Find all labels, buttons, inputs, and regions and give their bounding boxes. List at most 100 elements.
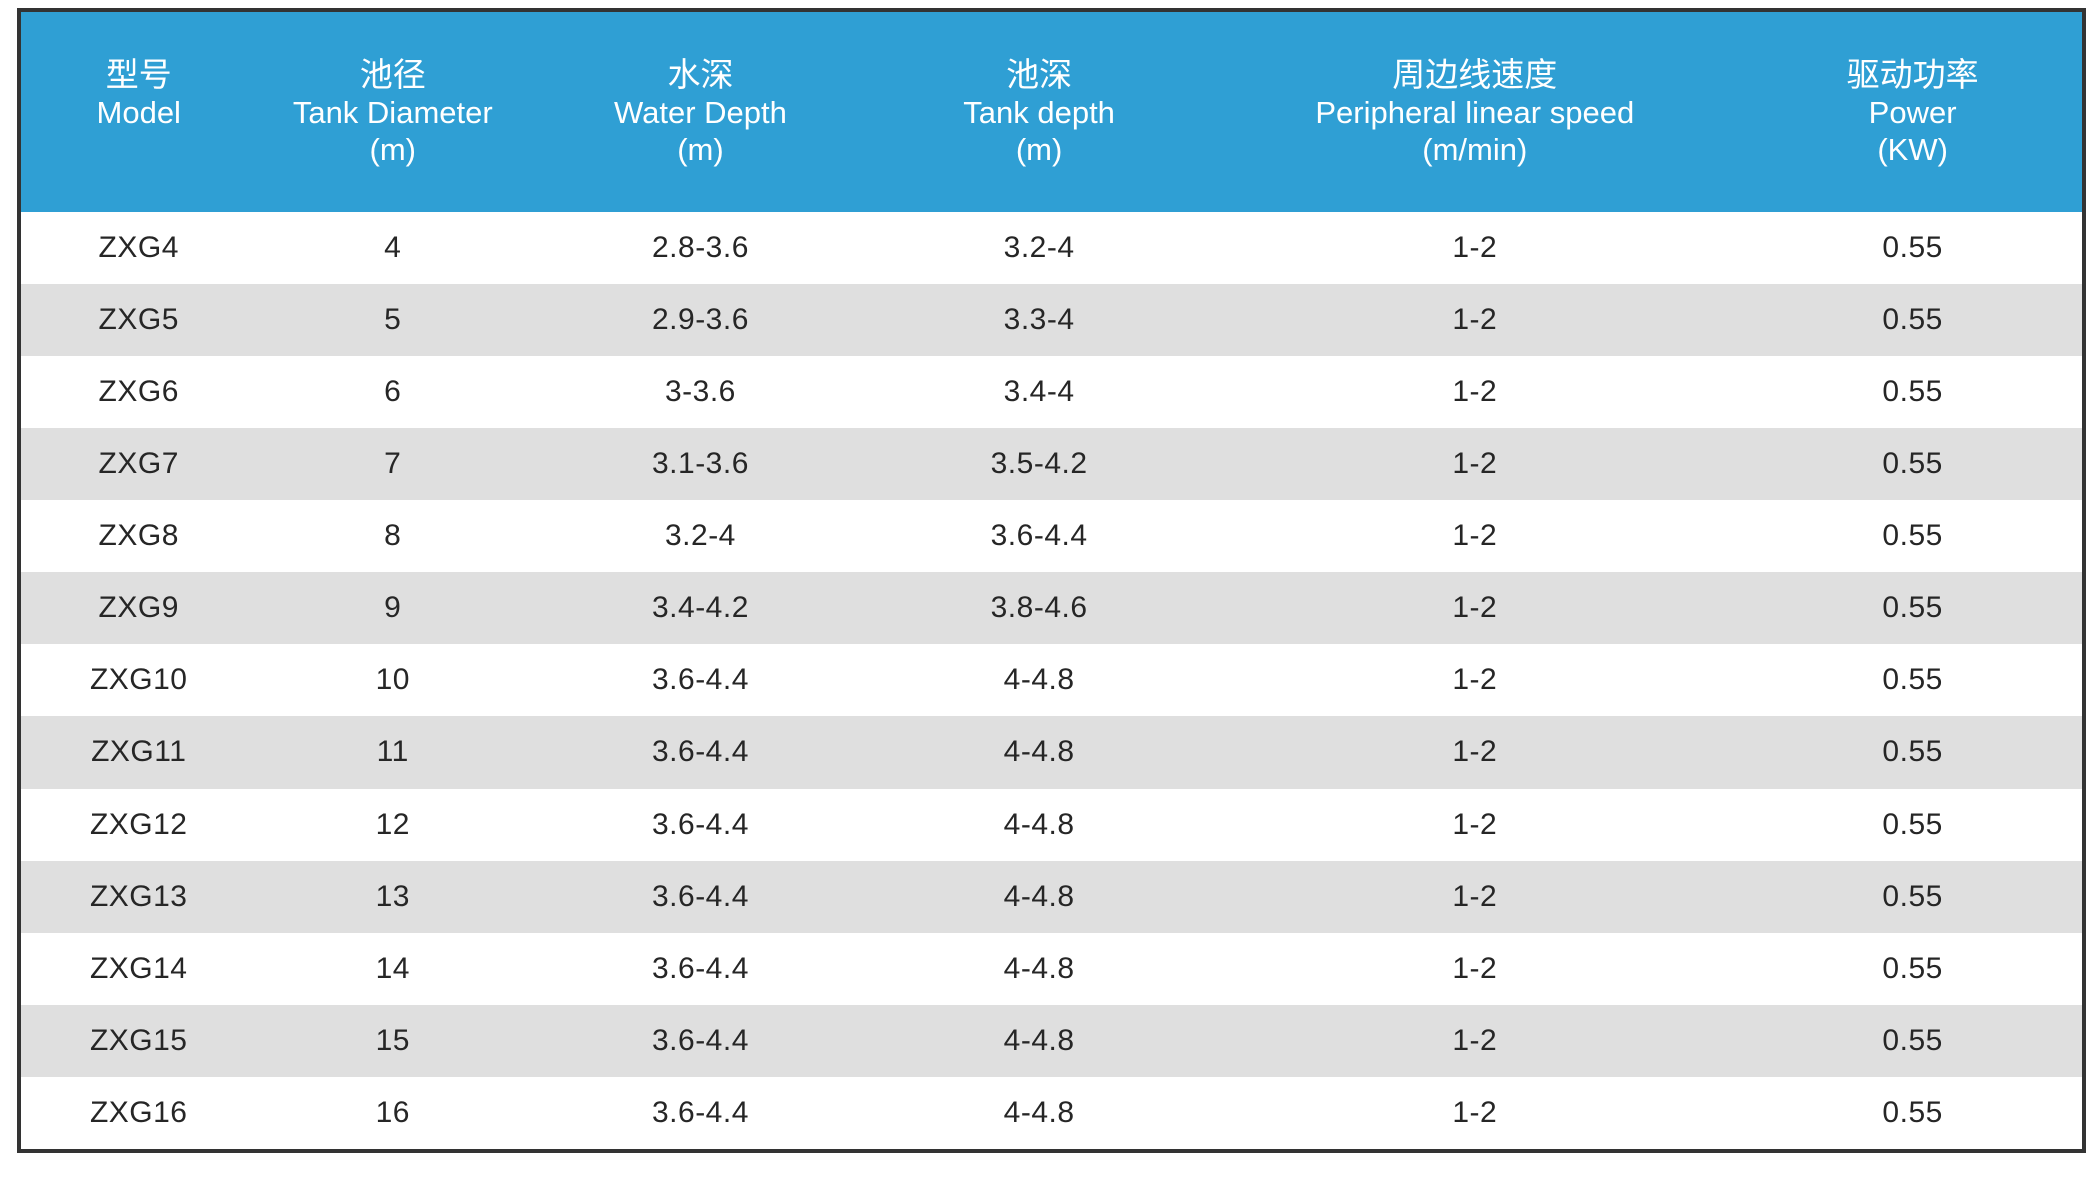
cell-tank-diameter: 11 [376,735,409,769]
header-cn: 周边线速度 [1392,56,1558,93]
header-unit [21,131,256,168]
cell-tank-diameter: 9 [384,591,402,625]
cell-tank-depth: 4-4.8 [1003,735,1075,769]
cell-tank-diameter: 14 [375,951,410,985]
cell-model: ZXG14 [89,951,188,985]
header-en: Power [1868,95,1957,130]
cell-power: 0.55 [1882,1023,1943,1057]
cell-tank-depth: 3.8-4.6 [990,591,1088,625]
cell-peripheral-speed: 1-2 [1452,447,1498,481]
cell-model: ZXG15 [89,1023,188,1057]
header-cn: 水深 [667,56,734,93]
cell-tank-diameter: 12 [375,807,410,841]
cell-water-depth: 3.6-4.4 [651,1023,749,1057]
cell-water-depth: 2.9-3.6 [651,303,749,337]
cell-tank-depth: 3.4-4 [1003,375,1075,409]
cell-water-depth: 3.6-4.4 [651,1095,749,1129]
header-unit: (m/min) [1422,132,1528,167]
cell-power: 0.55 [1882,663,1943,697]
cell-water-depth: 3.6-4.4 [651,879,749,913]
cell-tank-depth: 3.5-4.2 [990,447,1088,481]
cell-water-depth: 3-3.6 [664,375,736,409]
header-unit: (m) [369,132,416,167]
cell-model: ZXG8 [98,519,179,553]
header-cn: 驱动功率 [1846,56,1979,93]
cell-tank-diameter: 15 [375,1023,410,1057]
cell-model: ZXG7 [98,447,179,481]
cell-power: 0.55 [1882,519,1943,553]
cell-tank-depth: 4-4.8 [1003,879,1075,913]
cell-model: ZXG10 [89,663,188,697]
cell-tank-depth: 3.6-4.4 [990,519,1088,553]
col-header-model: 型号 Model [19,10,256,212]
cell-water-depth: 2.8-3.6 [651,231,749,265]
cell-power: 0.55 [1882,807,1943,841]
cell-water-depth: 3.6-4.4 [651,807,749,841]
cell-tank-diameter: 16 [375,1095,410,1129]
cell-peripheral-speed: 1-2 [1452,663,1498,697]
cell-model: ZXG11 [91,735,187,769]
cell-water-depth: 3.1-3.6 [651,447,749,481]
header-en: Tank Diameter [292,95,493,130]
cell-power: 0.55 [1882,303,1943,337]
table-row: ZXG5 5 2.9-3.6 3.3-4 1-2 0.55 [19,284,2084,357]
table-row: ZXG16 16 3.6-4.4 4-4.8 1-2 0.55 [19,1077,2084,1151]
cell-peripheral-speed: 1-2 [1452,1095,1498,1129]
cell-tank-depth: 3.2-4 [1003,231,1075,265]
cell-peripheral-speed: 1-2 [1452,807,1498,841]
cell-peripheral-speed: 1-2 [1452,375,1498,409]
cell-water-depth: 3.4-4.2 [651,591,749,625]
header-row: 型号 Model 池径 Tank Diameter (m) 水深 Water D… [19,10,2084,212]
cell-model: ZXG12 [89,807,188,841]
cell-peripheral-speed: 1-2 [1452,231,1498,265]
cell-power: 0.55 [1882,375,1943,409]
col-header-power: 驱动功率 Power (KW) [1743,10,2084,212]
header-cn: 型号 [105,56,172,93]
cell-tank-diameter: 5 [384,303,402,337]
table-header: 型号 Model 池径 Tank Diameter (m) 水深 Water D… [19,10,2084,212]
header-en: Model [96,95,181,130]
col-header-tank-depth: 池深 Tank depth (m) [872,10,1207,212]
table-row: ZXG8 8 3.2-4 3.6-4.4 1-2 0.55 [19,500,2084,572]
table-row: ZXG9 9 3.4-4.2 3.8-4.6 1-2 0.55 [19,572,2084,645]
cell-power: 0.55 [1882,951,1943,985]
cell-peripheral-speed: 1-2 [1452,591,1498,625]
table-row: ZXG6 6 3-3.6 3.4-4 1-2 0.55 [19,356,2084,428]
table-row: ZXG15 15 3.6-4.4 4-4.8 1-2 0.55 [19,1004,2084,1077]
table-row: ZXG4 4 2.8-3.6 3.2-4 1-2 0.55 [19,212,2084,284]
cell-model: ZXG4 [98,231,179,265]
cell-power: 0.55 [1882,231,1943,265]
cell-tank-depth: 4-4.8 [1003,663,1075,697]
cell-peripheral-speed: 1-2 [1452,951,1498,985]
table-row: ZXG13 13 3.6-4.4 4-4.8 1-2 0.55 [19,860,2084,933]
table-body: ZXG4 4 2.8-3.6 3.2-4 1-2 0.55 ZXG5 5 2.9-3.6 3.3-… [19,212,2084,1151]
cell-tank-diameter: 13 [375,879,410,913]
cell-power: 0.55 [1882,879,1943,913]
table-row: ZXG14 14 3.6-4.4 4-4.8 1-2 0.55 [19,933,2084,1005]
cell-tank-diameter: 8 [384,519,402,553]
header-unit: (m) [1015,132,1063,167]
cell-tank-diameter: 7 [384,447,402,481]
table-row: ZXG12 12 3.6-4.4 4-4.8 1-2 0.55 [19,789,2084,861]
cell-model: ZXG9 [98,591,179,625]
cell-power: 0.55 [1882,735,1943,769]
cell-tank-diameter: 6 [384,375,402,409]
cell-tank-diameter: 10 [375,663,410,697]
cell-water-depth: 3.6-4.4 [651,951,749,985]
cell-peripheral-speed: 1-2 [1452,1023,1498,1057]
cell-model: ZXG13 [89,879,188,913]
cell-peripheral-speed: 1-2 [1452,735,1498,769]
cell-power: 0.55 [1882,447,1943,481]
cell-water-depth: 3.6-4.4 [651,663,749,697]
cell-model: ZXG5 [98,303,179,337]
header-cn: 池径 [359,56,426,93]
cell-tank-depth: 4-4.8 [1003,1023,1075,1057]
header-en: Water Depth [614,95,787,130]
cell-water-depth: 3.6-4.4 [651,735,749,769]
col-header-peripheral-speed: 周边线速度 Peripheral linear speed (m/min) [1206,10,1743,212]
header-unit: (m) [677,132,724,167]
cell-power: 0.55 [1882,591,1943,625]
cell-peripheral-speed: 1-2 [1452,303,1498,337]
header-en: Peripheral linear speed [1315,95,1635,130]
